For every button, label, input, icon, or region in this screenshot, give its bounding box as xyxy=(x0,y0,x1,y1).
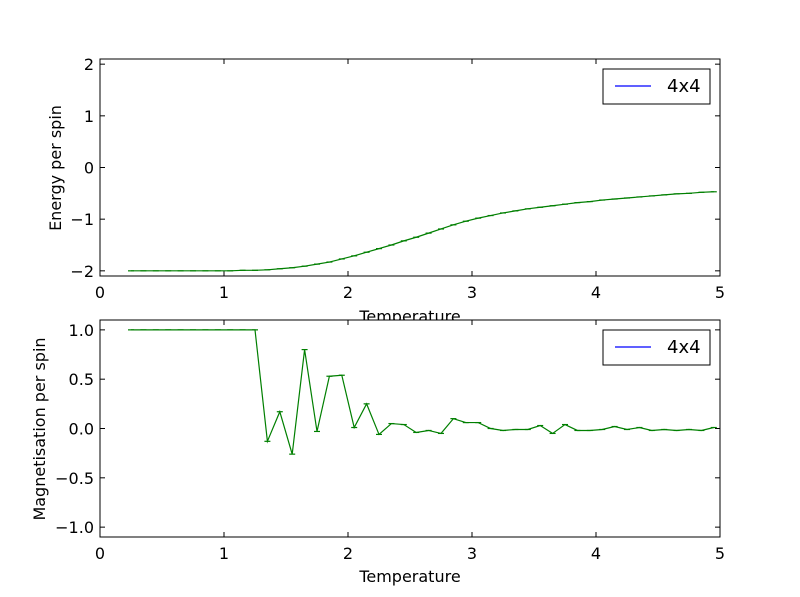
energy-ytick-label: −1 xyxy=(70,210,94,229)
magnetisation-ytick-label: 1.0 xyxy=(69,321,94,340)
magnetisation-ticks: 0 1 2 3 4 5 1.0 0.5 0.0 −0.5 −1.0 xyxy=(55,320,725,563)
energy-xtick-label: 2 xyxy=(343,283,353,302)
magnetisation-xtick-label: 1 xyxy=(219,544,229,563)
magnetisation-series-line xyxy=(131,329,714,455)
magnetisation-ytick-label: 0.5 xyxy=(69,370,94,389)
magnetisation-legend-label: 4x4 xyxy=(667,337,701,358)
magnetisation-xtick-label: 2 xyxy=(343,544,353,563)
magnetisation-subplot: 0 1 2 3 4 5 1.0 0.5 0.0 −0.5 −1.0 Temperature Magn… xyxy=(30,319,725,586)
energy-ytick-label: −2 xyxy=(70,262,94,281)
energy-legend: 4x4 xyxy=(602,68,711,105)
magnetisation-ylabel: Magnetisation per spin xyxy=(30,337,49,520)
energy-xtick-label: 5 xyxy=(715,283,725,302)
energy-series-line xyxy=(131,191,714,272)
energy-legend-label: 4x4 xyxy=(667,76,701,97)
energy-xtick-label: 3 xyxy=(467,283,477,302)
magnetisation-ytick-label: −0.5 xyxy=(55,469,94,488)
energy-ytick-label: 1 xyxy=(84,107,94,126)
energy-ylabel: Energy per spin xyxy=(46,105,65,231)
magnetisation-xlabel: Temperature xyxy=(358,567,460,586)
energy-ytick-label: 0 xyxy=(84,159,94,178)
magnetisation-xtick-label: 0 xyxy=(95,544,105,563)
magnetisation-ytick-label: −1.0 xyxy=(55,518,94,537)
energy-xtick-label: 4 xyxy=(591,283,601,302)
magnetisation-xtick-label: 3 xyxy=(467,544,477,563)
energy-ytick-label: 2 xyxy=(84,55,94,74)
energy-xtick-label: 1 xyxy=(219,283,229,302)
magnetisation-xtick-label: 4 xyxy=(591,544,601,563)
energy-ticks: 0 1 2 3 4 5 −2 −1 0 1 2 xyxy=(70,55,725,302)
magnetisation-legend: 4x4 xyxy=(602,329,711,366)
magnetisation-legend-box xyxy=(602,329,711,366)
magnetisation-ytick-label: 0.0 xyxy=(69,420,94,439)
magnetisation-xtick-label: 5 xyxy=(715,544,725,563)
energy-xtick-label: 0 xyxy=(95,283,105,302)
